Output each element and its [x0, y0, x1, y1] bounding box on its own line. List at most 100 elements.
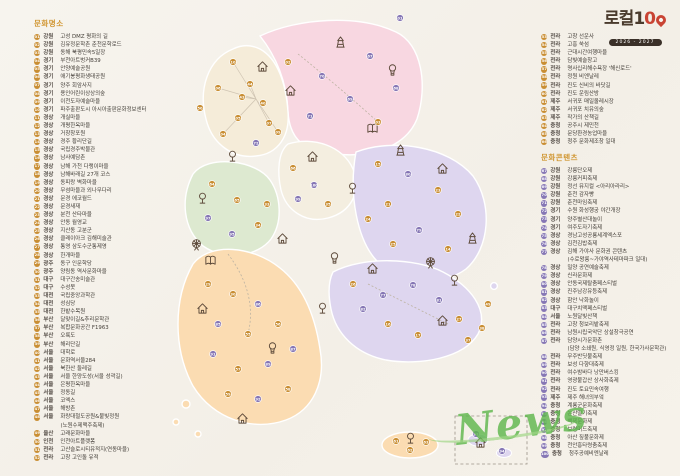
item-region: 경기 [43, 74, 54, 81]
svg-text:78: 78 [410, 283, 416, 287]
item-region: 경기 [43, 82, 54, 89]
item-name: 북한산 둘레길 [60, 365, 92, 372]
item-region: 부산 [43, 341, 54, 348]
item-number-badge: 42 [34, 365, 41, 373]
item-region: 서울 [43, 349, 54, 356]
list-item: 17 경상 남해 가천 다랭이마을 [34, 163, 146, 171]
item-name: 문화역서울284 [60, 357, 96, 364]
svg-text:94: 94 [499, 449, 505, 453]
item-number-badge: 40 [34, 349, 41, 356]
svg-text:03: 03 [375, 120, 381, 124]
item-number-badge: 49 [34, 430, 41, 437]
item-number-badge: 71 [541, 200, 548, 207]
map-marker-03: 03 [374, 118, 382, 126]
list-item: 18 경상 남해바래길 27개 코스 [34, 171, 146, 179]
list-item: 27 경상 통영 삼도수군통제영 [34, 243, 146, 251]
svg-text:95: 95 [229, 232, 235, 236]
region-gyeongnam [328, 260, 483, 363]
list-item: 28 경상 한개마을 [34, 252, 146, 260]
list-item: 13 경상 거창창포원 [34, 130, 146, 138]
item-name: 영광불갑산 상사화축제 [567, 378, 619, 385]
item-region: 전라 [43, 446, 54, 453]
list-item: 11 경상 개실마을 [34, 114, 146, 122]
map-marker-69: 69 [346, 95, 354, 103]
svg-text:44: 44 [247, 82, 253, 86]
list-item: 97 충청 보령머드축제 [541, 426, 666, 434]
list-item: 74 경기 여주도자기축제 [541, 224, 666, 232]
list-item: 35 대전 한밭수목원 [34, 308, 146, 316]
svg-text:92: 92 [255, 397, 261, 401]
item-region: 제주 [550, 394, 561, 401]
item-name: 고흥 쑥섬 [567, 42, 589, 49]
item-number-badge: 18 [34, 171, 41, 178]
item-region: 강원 [550, 192, 561, 199]
svg-text:15: 15 [375, 162, 381, 166]
item-region: 부산 [43, 325, 54, 332]
item-number-badge: 20 [34, 187, 41, 195]
list-item: 73 경기 양주별산대놀이 [541, 216, 666, 224]
item-region: 강원 [550, 168, 561, 174]
list-item: 95 충청 논산딸기축제 [541, 410, 666, 418]
item-name: 무주반딧불축제 [567, 354, 603, 361]
list-item: 82 경상 함안 낙화놀이 [541, 297, 666, 305]
list-item: 76 경상 김천김밥축제 [541, 240, 666, 248]
item-name: 대구간송미술관 [60, 276, 96, 283]
item-region: 강원 [550, 200, 561, 207]
item-number-badge: 72 [541, 208, 548, 215]
item-number-badge: 33 [34, 292, 41, 300]
map-marker-01: 01 [396, 14, 404, 22]
item-name: 해리단길 [60, 341, 81, 348]
item-name: 정원 비엔날레 [567, 74, 599, 81]
list-item: 50 인천 인천아트플랫폼 [34, 438, 146, 446]
item-name: 클레이아크 김해미술관 [60, 236, 112, 243]
svg-text:49: 49 [485, 302, 491, 306]
map-marker-04: 04 [219, 130, 227, 138]
map-marker-86: 86 [254, 300, 262, 308]
svg-text:22: 22 [455, 212, 461, 216]
list-item: 32 대구 수성못 [34, 284, 146, 292]
item-number-badge: 65 [541, 130, 548, 138]
list-item: 86 전라 남원시립국악단 상설창극공연 [541, 329, 666, 337]
item-name: 한개마을 [60, 252, 81, 259]
svg-text:02: 02 [285, 60, 291, 64]
svg-text:80: 80 [405, 172, 411, 176]
item-region: 전라 [550, 82, 561, 89]
svg-text:07: 07 [266, 121, 272, 125]
list-item: 81 경상 진주남강유등축제 [541, 288, 666, 296]
item-name-continued: (노원수제맥주축제) [60, 422, 105, 429]
item-name: 문경 에코월드 [60, 195, 92, 202]
item-name: 고성 DMZ 평화의 길 [60, 34, 108, 40]
item-number-badge: 90 [541, 370, 548, 377]
item-name: 오륙도 [60, 333, 76, 340]
item-name: 용인어린이상상의숲 [60, 90, 106, 97]
item-number-badge: 03 [34, 50, 41, 57]
item-name: 노원달빛산책 [567, 313, 598, 320]
item-region: 경상 [550, 265, 561, 272]
item-region: 전라 [550, 58, 561, 65]
list-item: 19 경상 동피랑 벽화마을 [34, 179, 146, 187]
item-region: 경상 [43, 171, 54, 178]
list-item: 89 전라 보성 다향대축제 [541, 361, 666, 369]
map-marker-57: 57 [234, 365, 242, 373]
list-item: 48 서울 화랑대철도공원&불빛정원 [34, 413, 146, 421]
map-marker-49: 49 [484, 300, 492, 308]
item-region: 강원 [43, 42, 54, 49]
item-name: 개실마을 [60, 114, 81, 121]
item-region: 광주 [43, 268, 54, 275]
svg-text:71: 71 [307, 114, 313, 118]
list-item: 61 제주 서귀포 매일올레시장 [541, 98, 632, 106]
item-name: 경남고성공룡세계엑스포 [567, 232, 622, 239]
item-region: 전라 [550, 90, 561, 97]
item-region: 전라 [550, 386, 561, 393]
item-name: 파주출판도시 아시아출판문화정보센터 [60, 106, 147, 113]
svg-text:33: 33 [264, 202, 270, 206]
item-region: 경상 [43, 123, 54, 130]
svg-text:67: 67 [367, 54, 373, 58]
item-region: 강원 [43, 34, 54, 40]
item-number-badge: 57 [541, 66, 548, 73]
region-gyeonggi [202, 44, 289, 158]
map-marker-14: 14 [444, 245, 452, 253]
islet [172, 418, 180, 426]
list-item: 59 전라 진도 신비의 바닷길 [541, 82, 632, 90]
item-name: 복합문화공간 F1963 [60, 325, 109, 332]
